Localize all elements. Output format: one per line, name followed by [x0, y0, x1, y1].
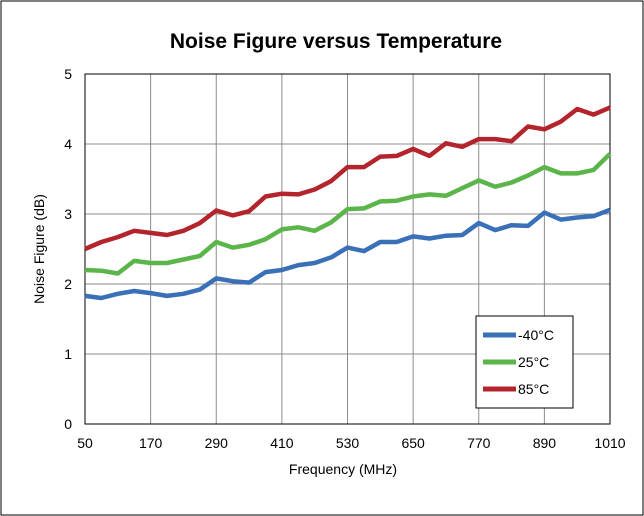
- x-tick-label: 890: [533, 435, 557, 451]
- y-tick-label: 2: [64, 276, 72, 292]
- series-line-1: [84, 152, 612, 276]
- x-axis-label: Frequency (MHz): [289, 461, 397, 477]
- y-tick-label: 1: [64, 346, 72, 362]
- series-lines: [84, 105, 612, 301]
- chart-title: Noise Figure versus Temperature: [170, 30, 502, 53]
- legend: -40°C 25°C 85°C: [475, 315, 574, 409]
- x-tick-label: 290: [205, 435, 229, 451]
- series-line-2: [84, 105, 611, 252]
- x-tick-label: 170: [139, 435, 163, 451]
- legend-label-2: 85°C: [518, 381, 549, 397]
- x-tick-label: 50: [77, 435, 93, 451]
- x-tick-label: 410: [270, 435, 294, 451]
- legend-label-0: -40°C: [518, 327, 554, 343]
- y-tick-label: 0: [64, 416, 72, 432]
- series-line-0: [84, 207, 611, 301]
- x-tick-label: 1010: [594, 435, 625, 451]
- y-tick-label: 4: [64, 136, 72, 152]
- x-tick-label: 530: [336, 435, 360, 451]
- y-tick-label: 3: [64, 206, 72, 222]
- legend-label-1: 25°C: [518, 354, 549, 370]
- tick-labels: 50 170 290 410 530 650 770 890 1010 0 1 2 3 4 5: [64, 66, 626, 451]
- x-tick-label: 770: [467, 435, 491, 451]
- y-tick-label: 5: [64, 66, 72, 82]
- y-axis-label: Noise Figure (dB): [31, 194, 47, 304]
- x-tick-label: 650: [401, 435, 425, 451]
